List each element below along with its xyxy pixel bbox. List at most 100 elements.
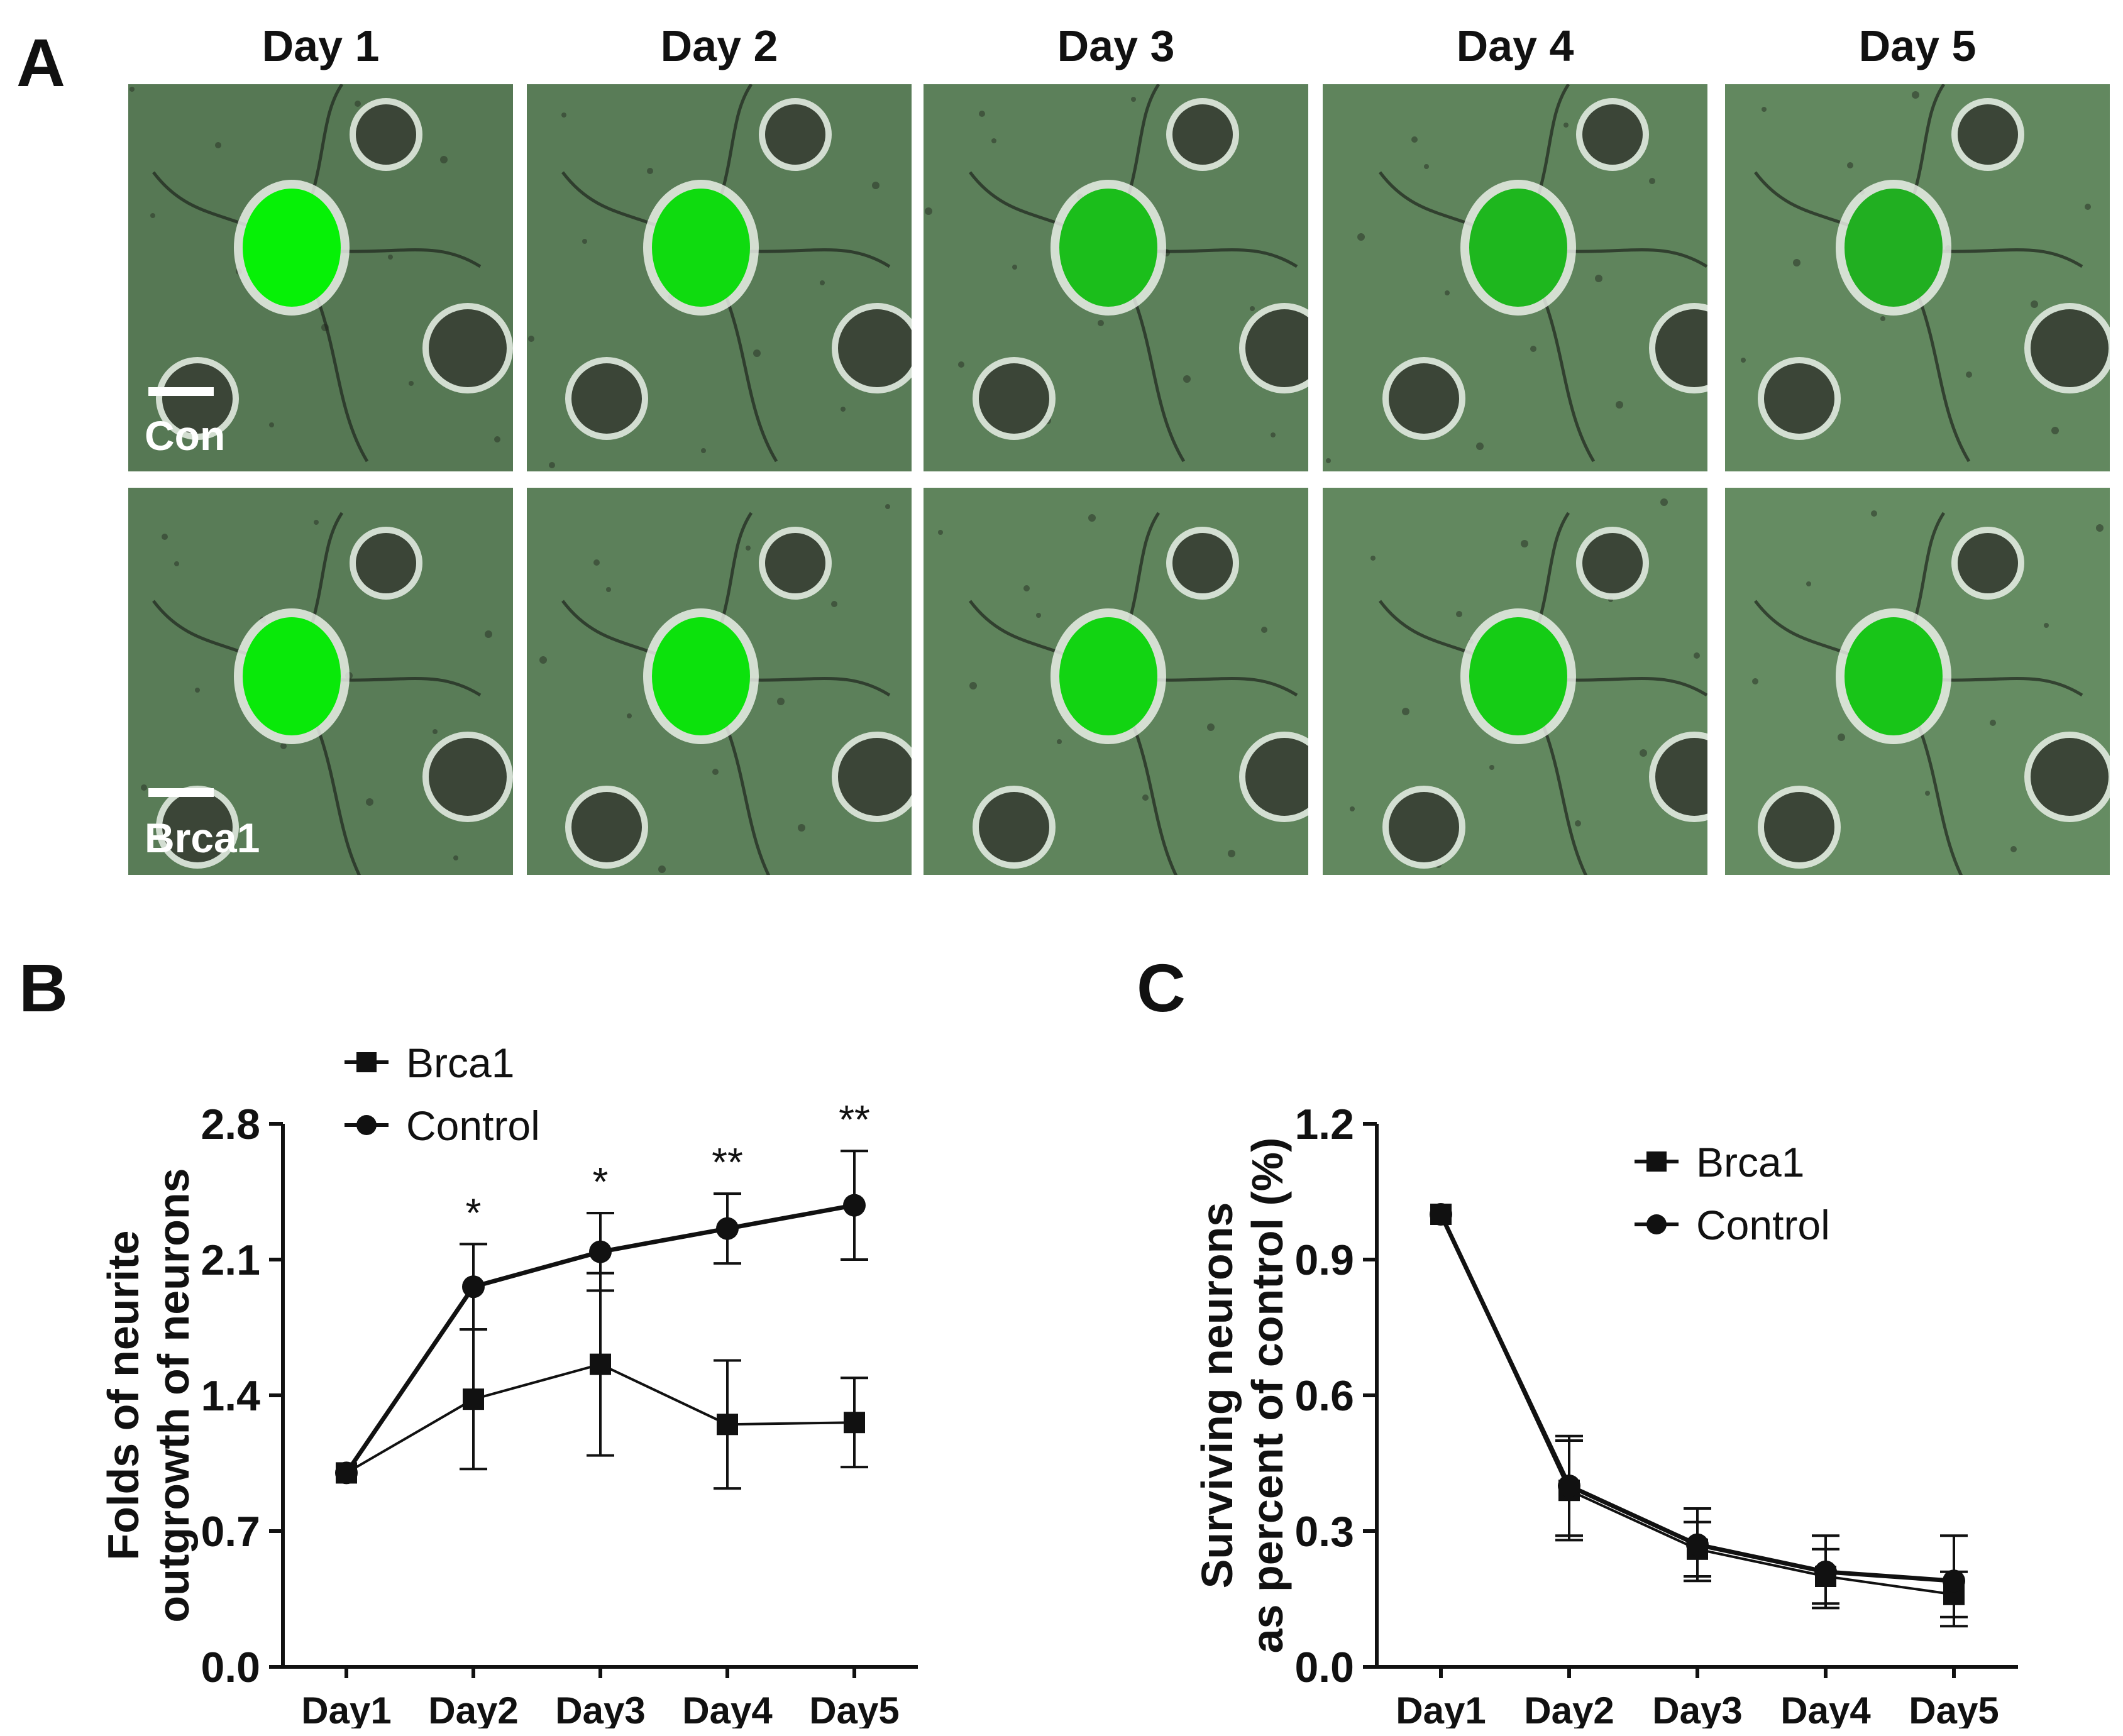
micrograph-con-day2 bbox=[527, 84, 912, 471]
debris-speck bbox=[958, 361, 964, 368]
debris-speck bbox=[1131, 97, 1136, 102]
debris-speck bbox=[1261, 627, 1267, 633]
neighbor-cell bbox=[356, 104, 416, 165]
neighbor-cell bbox=[838, 738, 912, 816]
debris-speck bbox=[969, 682, 977, 689]
neighbor-cell bbox=[1172, 104, 1233, 165]
panel-a-letter: A bbox=[16, 25, 65, 101]
x-tick-label: Day2 bbox=[428, 1689, 518, 1728]
neighbor-cell bbox=[1245, 738, 1308, 816]
debris-speck bbox=[280, 743, 287, 749]
debris-speck bbox=[627, 713, 632, 718]
neurite-outgrowth-chart: 0.0 0.7 1.4 2.1 2.8 Day1 Day2 Day3 Day4 Day5 Folds… bbox=[99, 1040, 918, 1728]
debris-speck bbox=[485, 630, 492, 638]
debris-speck bbox=[1990, 720, 1996, 726]
neighbor-cell bbox=[979, 363, 1049, 434]
debris-speck bbox=[150, 213, 155, 218]
debris-speck bbox=[2085, 204, 2091, 210]
day-header-4: Day 4 bbox=[1456, 21, 1574, 70]
debris-speck bbox=[2051, 427, 2059, 434]
debris-speck bbox=[314, 520, 319, 525]
debris-speck bbox=[1793, 259, 1800, 266]
y-axis-label-line2: outgrowth of neurons bbox=[149, 1168, 198, 1622]
debris-speck bbox=[1445, 290, 1450, 295]
data-point-control bbox=[1943, 1569, 1965, 1593]
legend-label: Brca1 bbox=[1696, 1139, 1804, 1185]
debris-speck bbox=[938, 530, 943, 535]
data-point-control bbox=[462, 1275, 485, 1299]
debris-speck bbox=[712, 769, 719, 775]
debris-speck bbox=[528, 336, 534, 342]
data-point-brca1 bbox=[590, 1353, 611, 1375]
debris-speck bbox=[1183, 375, 1191, 383]
debris-speck bbox=[1402, 708, 1409, 715]
debris-speck bbox=[1616, 401, 1623, 409]
debris-speck bbox=[494, 436, 500, 442]
data-point-control bbox=[716, 1217, 739, 1240]
y-tick-label: 0.9 bbox=[1294, 1236, 1354, 1284]
micrograph-con-day5 bbox=[1725, 84, 2110, 471]
debris-speck bbox=[1966, 371, 1972, 378]
debris-speck bbox=[409, 381, 414, 386]
debris-speck bbox=[1575, 820, 1581, 827]
data-point-control bbox=[1814, 1560, 1837, 1583]
legend-label: Brca1 bbox=[406, 1040, 514, 1086]
debris-speck bbox=[593, 559, 600, 566]
x-tick-label: Day3 bbox=[555, 1689, 645, 1728]
neighbor-cell bbox=[162, 792, 233, 862]
debris-speck bbox=[701, 448, 706, 453]
debris-speck bbox=[820, 280, 825, 285]
debris-speck bbox=[433, 729, 438, 734]
x-tick-label: Day1 bbox=[1396, 1689, 1486, 1728]
panel-c-letter: C bbox=[1137, 950, 1186, 1026]
y-tick-label: 1.2 bbox=[1294, 1101, 1354, 1148]
debris-speck bbox=[1912, 91, 1919, 99]
data-point-control bbox=[843, 1194, 866, 1217]
y-tick-label: 0.3 bbox=[1294, 1508, 1354, 1556]
neighbor-cell bbox=[1582, 533, 1643, 593]
neighbor-cell bbox=[1958, 104, 2018, 165]
debris-speck bbox=[1057, 739, 1062, 744]
debris-speck bbox=[746, 546, 751, 551]
panel-b-letter: B bbox=[19, 950, 68, 1026]
significance-marker: * bbox=[466, 1190, 482, 1235]
debris-speck bbox=[1530, 346, 1536, 352]
data-point-control bbox=[1558, 1475, 1580, 1497]
debris-speck bbox=[1411, 136, 1418, 143]
neighbor-cell bbox=[429, 738, 507, 816]
x-tick-label: Day2 bbox=[1524, 1689, 1614, 1728]
micrograph-brca1-day1 bbox=[128, 488, 513, 875]
debris-speck bbox=[1660, 498, 1668, 506]
debris-speck bbox=[2096, 524, 2104, 532]
debris-speck bbox=[1741, 358, 1746, 363]
day-header-2: Day 2 bbox=[660, 21, 778, 70]
neighbor-cell bbox=[571, 363, 642, 434]
debris-speck bbox=[549, 462, 555, 468]
legend-marker bbox=[1646, 1151, 1667, 1172]
scale-bar-brca1 bbox=[148, 788, 214, 797]
debris-speck bbox=[269, 422, 274, 427]
debris-speck bbox=[831, 601, 837, 607]
debris-speck bbox=[872, 182, 880, 189]
debris-speck bbox=[355, 101, 361, 107]
debris-speck bbox=[1476, 442, 1484, 450]
y-axis-label-line1: Surviving neurons bbox=[1193, 1202, 1242, 1589]
neighbor-cell bbox=[429, 309, 507, 387]
debris-speck bbox=[647, 168, 653, 174]
debris-speck bbox=[1640, 749, 1647, 757]
neighbor-cell bbox=[1245, 309, 1308, 387]
micrograph-brca1-day2 bbox=[527, 488, 912, 875]
debris-speck bbox=[1012, 265, 1017, 270]
neighbor-cell bbox=[765, 104, 825, 165]
debris-speck bbox=[1250, 306, 1255, 311]
neighbor-cell bbox=[1389, 363, 1459, 434]
debris-speck bbox=[1563, 123, 1569, 128]
debris-speck bbox=[1806, 581, 1811, 586]
gfp-neuron bbox=[652, 617, 750, 735]
neighbor-cell bbox=[356, 533, 416, 593]
micrograph-brca1-day5 bbox=[1725, 488, 2110, 875]
gfp-neuron bbox=[1059, 617, 1157, 735]
day-header-3: Day 3 bbox=[1057, 21, 1175, 70]
legend-marker bbox=[356, 1115, 377, 1135]
debris-speck bbox=[1871, 510, 1877, 517]
